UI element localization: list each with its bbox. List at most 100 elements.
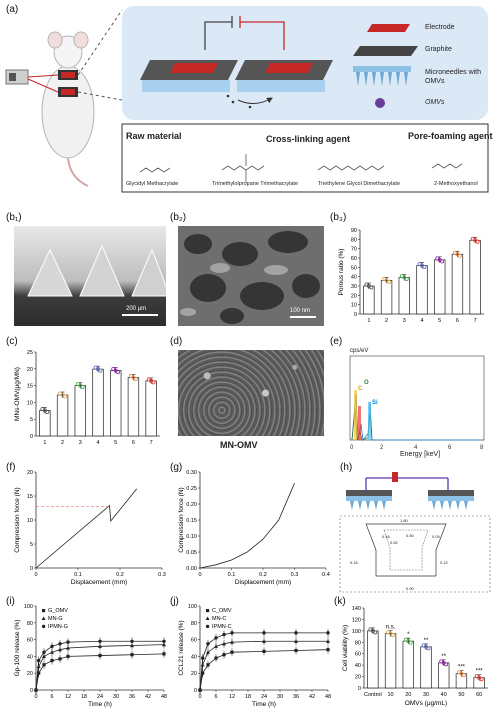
dim-label-5: 0.04 <box>432 534 440 539</box>
data-point <box>130 643 134 648</box>
x-tick-label: 0.2 <box>116 572 124 578</box>
dim-label-4: 0.52 <box>390 540 398 545</box>
y-tick-label: 20 <box>355 675 361 681</box>
legend-electrode: Electrode <box>425 24 455 31</box>
data-point <box>66 640 70 644</box>
data-point <box>214 644 218 648</box>
data-point <box>262 631 266 635</box>
data-point <box>36 658 41 663</box>
data-point <box>45 409 50 414</box>
sem-mn-omv-image <box>178 350 324 436</box>
data-point <box>206 650 210 654</box>
y-tick-label: 120 <box>352 617 361 623</box>
x-axis-label: Displacement (mm) <box>235 579 291 586</box>
x-tick-label: 42 <box>309 694 315 700</box>
x-tick-label: 0.1 <box>228 572 236 578</box>
panel-b1-label: (b₁) <box>6 212 22 223</box>
raw-material-title: Raw material <box>126 131 182 141</box>
legend-marker <box>205 616 210 620</box>
data-point <box>479 677 484 682</box>
chemical-name-2: Trimethylolpropane Trimethacrylate <box>212 181 298 187</box>
x-tick-label: 0 <box>34 694 37 700</box>
y-tick-label: 100 <box>188 604 197 610</box>
series-line <box>199 483 295 569</box>
data-point <box>80 385 85 390</box>
crosslinker-title: Cross-linking agent <box>266 134 351 144</box>
data-point <box>326 648 330 652</box>
bar <box>451 253 464 315</box>
sem-porous-image: 100 nm <box>178 226 324 326</box>
y-tick-label: 100 <box>352 629 361 635</box>
x-tick-label: 6 <box>214 694 217 700</box>
y-tick-label: 15 <box>27 494 33 500</box>
y-tick-label: 60 <box>351 256 357 262</box>
data-point <box>42 663 46 667</box>
legend-graphite: Graphite <box>425 46 452 53</box>
data-point <box>50 659 54 663</box>
significance-label: *** <box>476 669 484 675</box>
legend-label: C_OMV <box>212 608 232 614</box>
legend-label: MN-G <box>48 616 63 622</box>
x-tick-label: 0.3 <box>158 572 166 578</box>
y-tick-label: 60 <box>191 638 197 644</box>
y-tick-label: 40 <box>27 654 33 660</box>
data-point <box>386 279 391 284</box>
y-tick-label: 0 <box>30 434 33 440</box>
legend-omvs: OMVs <box>425 99 445 106</box>
y-tick-label: 20 <box>27 671 33 677</box>
y-tick-label: 15 <box>27 384 33 390</box>
x-tick-label: 18 <box>245 694 251 700</box>
data-point <box>50 650 54 654</box>
panel-f-label: (f) <box>6 462 16 473</box>
data-point <box>373 630 378 635</box>
eds-spectrum: 0 2 4 6 8 <box>349 355 485 451</box>
x-tick-label: 0.3 <box>291 572 299 578</box>
legend-label: MN-C <box>212 616 226 622</box>
data-point <box>200 656 205 660</box>
x-tick-label: 0.2 <box>259 572 267 578</box>
x-tick-label: 48 <box>161 694 167 700</box>
pore-agent-title: Pore-foaming agent <box>408 131 493 141</box>
y-axis-label: Compression force (N) <box>178 487 185 552</box>
gp100-release-chart: 0 20 40 60 80 100 0 6 12 18 24 30 36 42 48 Gp-100 relea… <box>14 604 167 708</box>
significance-label: *** <box>458 665 466 671</box>
chemical-name-4: 2-Methoxyethanol <box>434 181 478 187</box>
legend-marker <box>42 609 46 613</box>
data-point <box>58 642 62 646</box>
y-axis-label: Cell viability (%) <box>342 625 349 671</box>
y-tick-label: 80 <box>355 640 361 646</box>
legend-marker <box>41 616 46 620</box>
bar <box>92 368 104 437</box>
data-point <box>214 636 218 640</box>
data-point <box>198 688 202 692</box>
eds-ylabel: cps/eV <box>350 348 369 354</box>
data-point <box>98 644 102 648</box>
data-point <box>58 647 62 652</box>
panel-b2-label: (b₂) <box>170 212 187 223</box>
mold-schematic <box>339 472 491 593</box>
data-point <box>475 239 480 244</box>
data-point <box>461 673 466 678</box>
data-point <box>457 253 462 258</box>
legend-marker <box>205 624 210 629</box>
x-tick-label: 42 <box>145 694 151 700</box>
x-tick-label: 4 <box>420 318 423 324</box>
bar <box>438 662 450 689</box>
bar <box>384 633 397 689</box>
data-point <box>262 649 266 653</box>
x-tick-label: 5 <box>438 318 441 324</box>
y-tick-label: 20 <box>191 671 197 677</box>
data-point <box>42 654 46 658</box>
data-point <box>62 394 67 399</box>
x-tick-label: 3 <box>403 318 406 324</box>
bar <box>367 630 379 689</box>
dim-label-6: 0.16 <box>350 560 358 565</box>
data-point <box>130 653 134 657</box>
x-tick-label: 0 <box>198 572 201 578</box>
data-point <box>326 631 330 635</box>
mouse-illustration <box>5 9 123 187</box>
bar <box>380 280 393 315</box>
x-axis-label: Time (h) <box>88 701 112 708</box>
dim-label-8: 0.90 <box>406 586 414 591</box>
y-tick-label: 0 <box>358 686 361 692</box>
